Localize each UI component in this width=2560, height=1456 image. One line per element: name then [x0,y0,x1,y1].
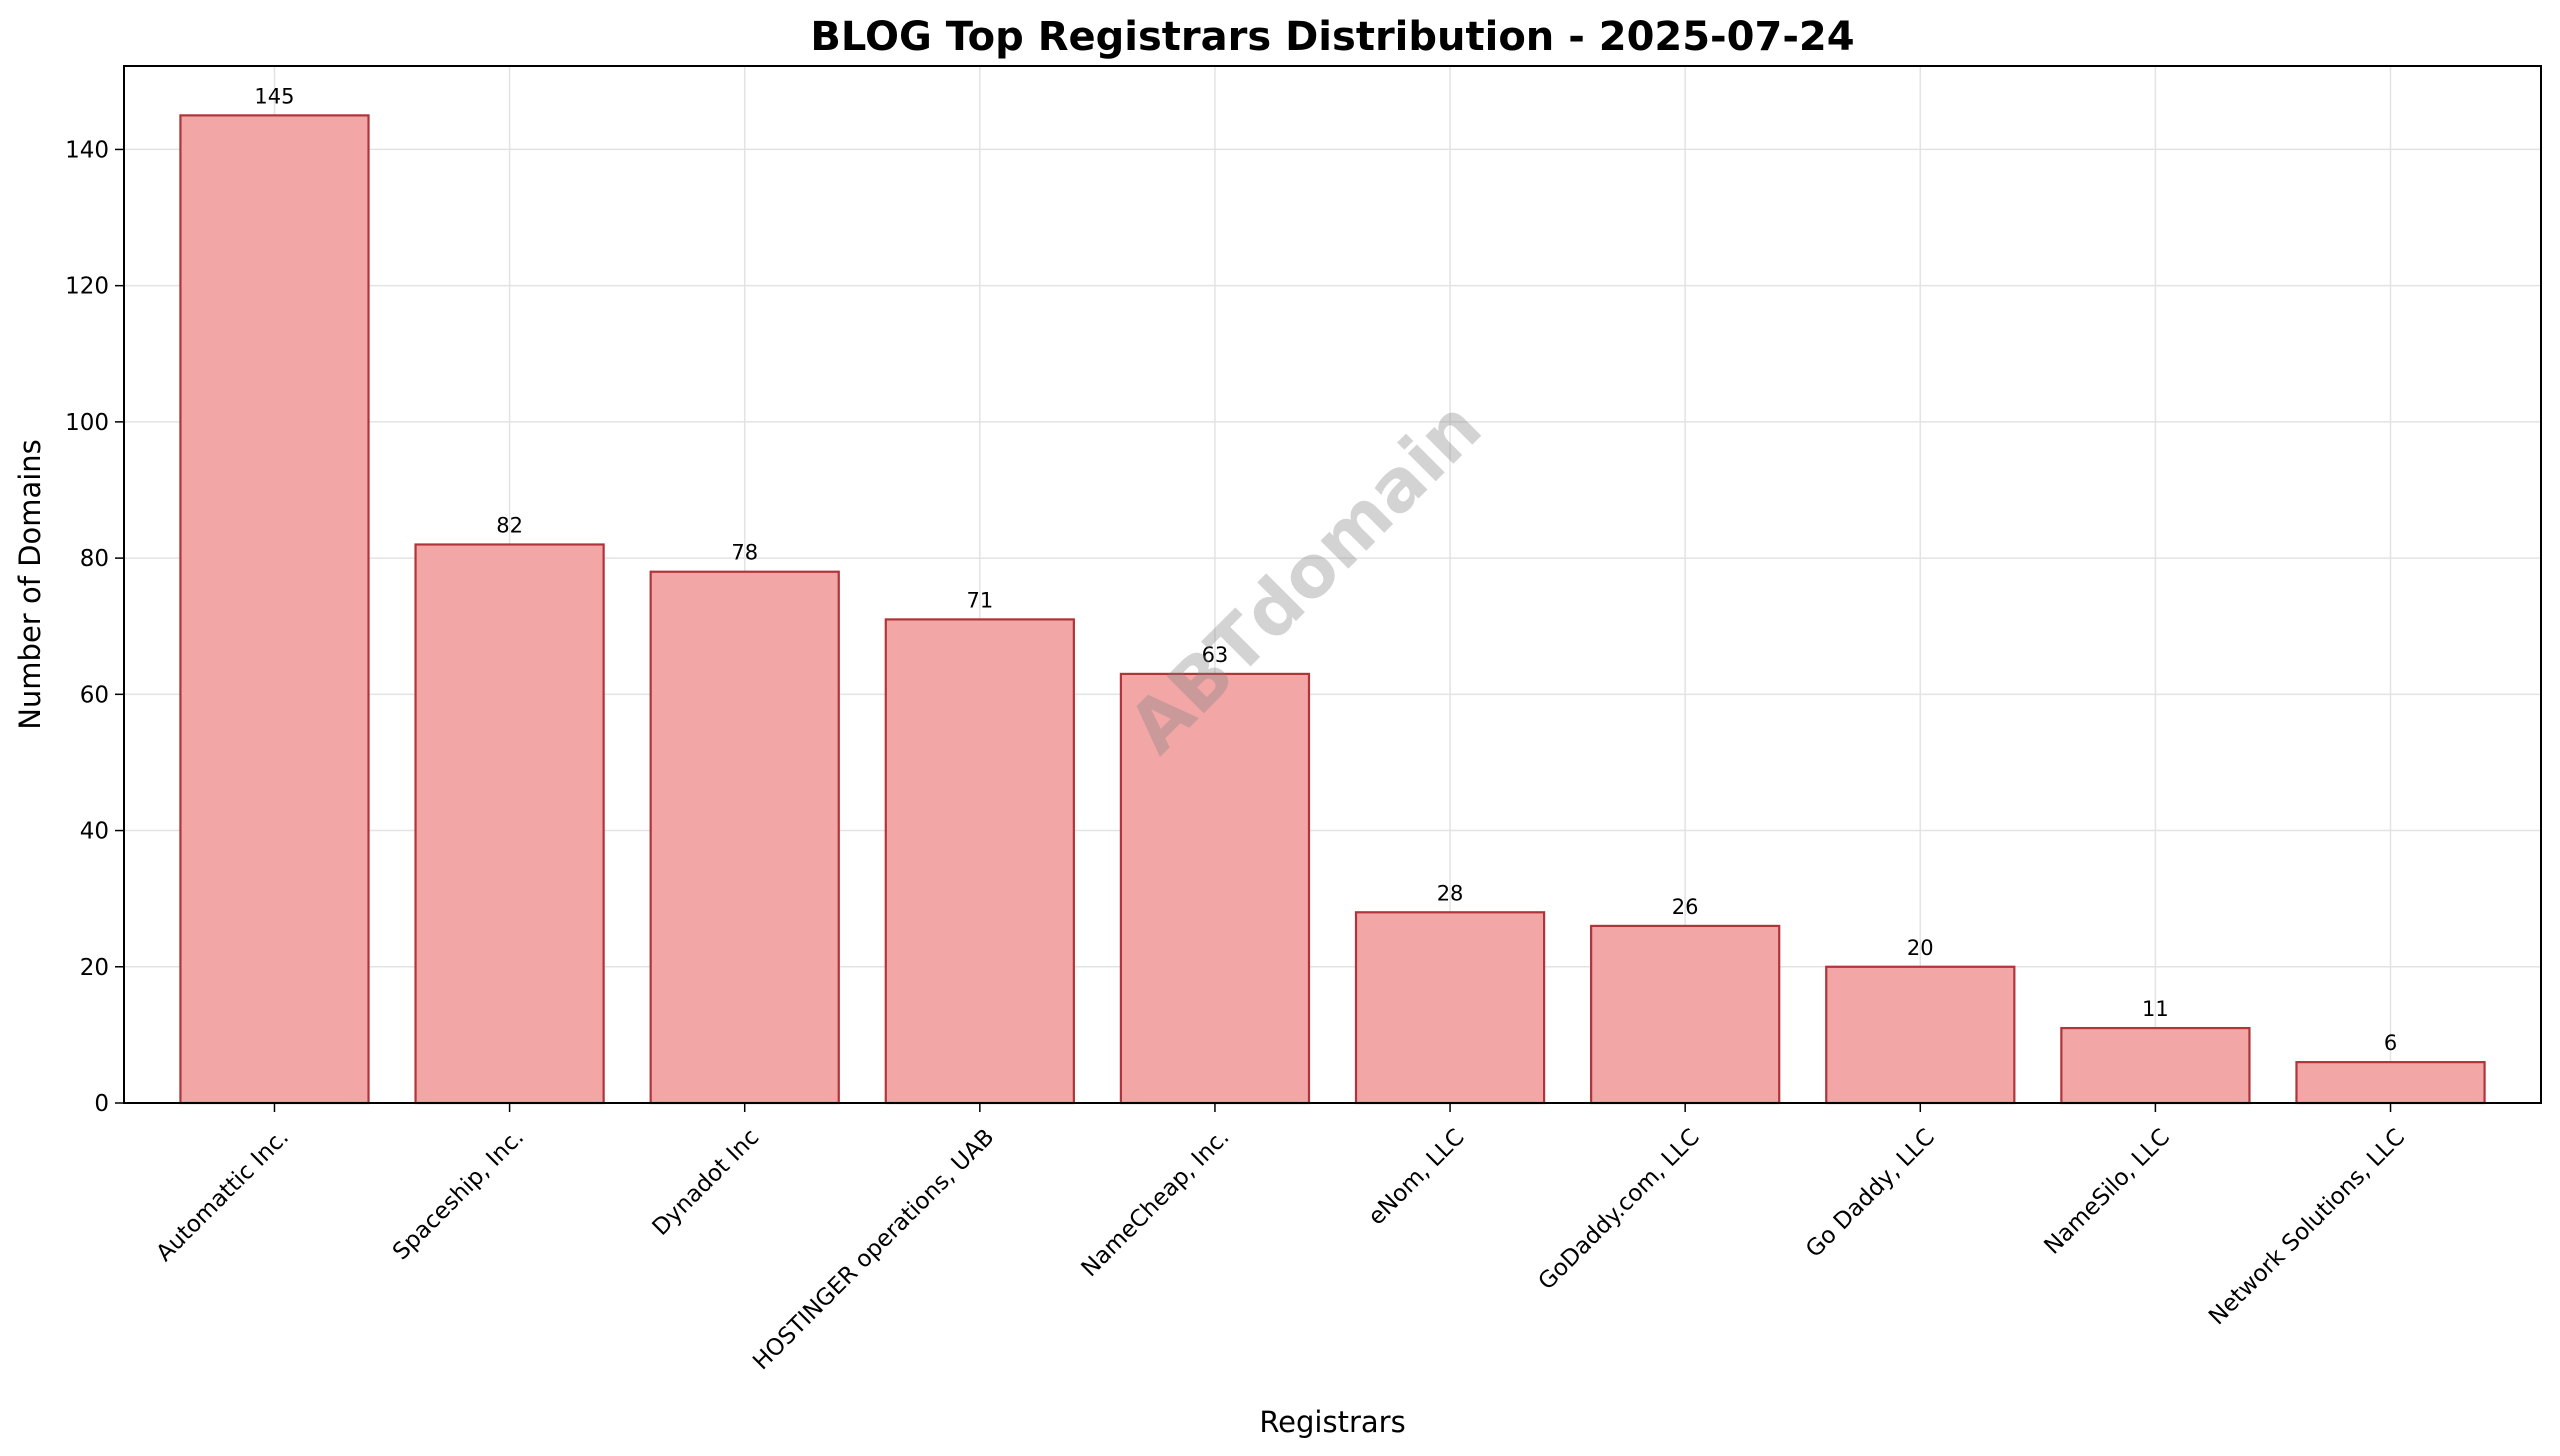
bar-value-label: 63 [1202,643,1229,667]
bar [1825,965,2016,1105]
plot-frame [123,65,2542,1104]
bar [884,618,1075,1105]
bar-value-label: 145 [254,84,294,108]
bar-value-label: 71 [966,588,993,612]
bar [1590,924,1781,1105]
y-tick-label: 120 [65,274,109,300]
x-tick-label: Dynadot Inc [648,1124,765,1241]
bar [649,570,840,1105]
y-tick-label: 100 [65,410,109,436]
bars-layer: 145 82 78 71 63 28 26 20 11 6 [179,84,2486,1105]
x-tick-label: NameSilo, LLC [2039,1124,2174,1259]
x-axis: Automattic Inc. Spaceship, Inc. Dynadot In… [151,1103,2410,1375]
bar-value-label: 82 [496,513,523,537]
chart-title: BLOG Top Registrars Distribution - 2025-… [810,14,1854,60]
bar-value-label: 11 [2142,997,2169,1021]
y-axis-label: Number of Domains [13,439,47,730]
bar-value-label: 26 [1672,895,1699,919]
y-tick-label: 40 [80,819,109,845]
bar [2295,1061,2486,1105]
bar [1119,672,1311,1105]
y-tick-label: 80 [80,546,109,572]
bar-value-label: 28 [1437,881,1464,905]
bar [1354,911,1546,1105]
x-tick-label: Spaceship, Inc. [388,1124,529,1265]
x-tick-label: GoDaddy.com, LLC [1534,1124,1705,1295]
y-tick-label: 60 [80,682,109,708]
x-tick-label: Network Solutions, LLC [2204,1124,2410,1330]
y-tick-label: 140 [65,137,109,163]
x-tick-label: HOSTINGER operations, UAB [748,1124,999,1375]
x-axis-label: Registrars [1259,1405,1405,1439]
bar-value-label: 20 [1907,936,1934,960]
bar-value-label: 6 [2384,1031,2397,1055]
x-tick-label: eNom, LLC [1363,1124,1469,1230]
y-axis: 0 20 40 60 80 100 120 140 [65,137,124,1117]
x-tick-label: Automattic Inc. [151,1124,294,1267]
x-tick-label: Go Daddy, LLC [1801,1124,1940,1263]
x-tick-label: NameCheap, Inc. [1077,1124,1235,1282]
y-tick-label: 20 [80,955,109,981]
bar-value-label: 78 [731,541,758,565]
y-tick-label: 0 [94,1091,109,1117]
bar [179,114,370,1105]
bar [414,543,605,1105]
bar [2060,1026,2251,1105]
